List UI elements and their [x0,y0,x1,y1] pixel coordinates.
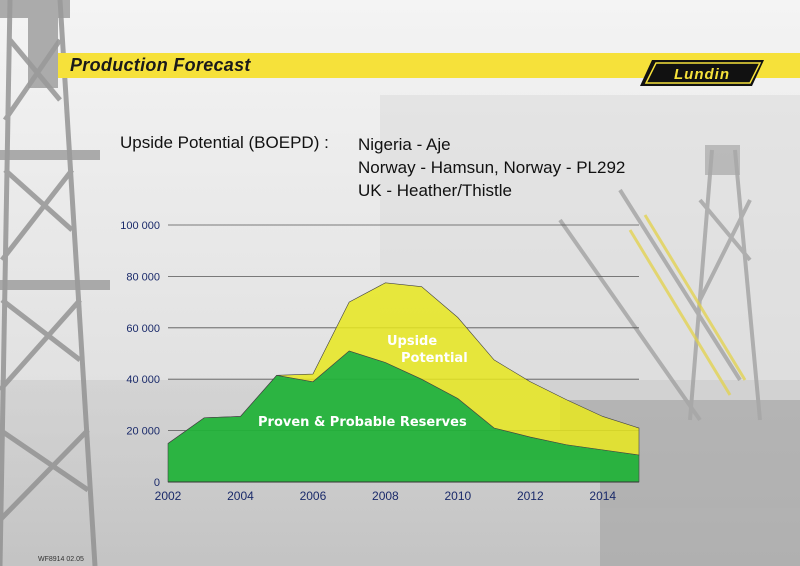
document-code: WF8914 02.05 [38,556,84,563]
series-label-upside-line2: Potential [401,351,468,366]
y-tick-label: 0 [154,477,160,489]
y-tick-label: 20 000 [126,426,160,438]
x-tick-label: 2008 [372,489,399,503]
upside-sites-list: Nigeria - Aje Norway - Hamsun, Norway - … [358,133,625,202]
x-tick-label: 2006 [300,489,327,503]
upside-potential-label: Upside Potential (BOEPD) : [120,133,329,152]
x-tick-label: 2012 [517,489,544,503]
y-tick-label: 40 000 [126,374,160,386]
y-tick-label: 100 000 [120,220,160,232]
lundin-logo: Lundin [640,60,764,86]
y-tick-label: 80 000 [126,271,160,283]
x-tick-label: 2010 [444,489,471,503]
series-label-proven-probable: Proven & Probable Reserves [258,415,467,430]
site-item: Norway - Hamsun, Norway - PL292 [358,158,626,177]
page-title: Production Forecast [70,55,251,75]
site-item: Nigeria - Aje [358,135,451,154]
y-tick-label: 60 000 [126,323,160,335]
area-upside-potential [167,282,640,456]
x-tick-label: 2002 [155,489,182,503]
site-item: UK - Heather/Thistle [358,181,512,200]
x-tick-label: 2014 [589,489,616,503]
series-label-upside-line1: Upside [387,334,437,349]
svg-text:Lundin: Lundin [674,66,730,83]
x-tick-label: 2004 [227,489,254,503]
